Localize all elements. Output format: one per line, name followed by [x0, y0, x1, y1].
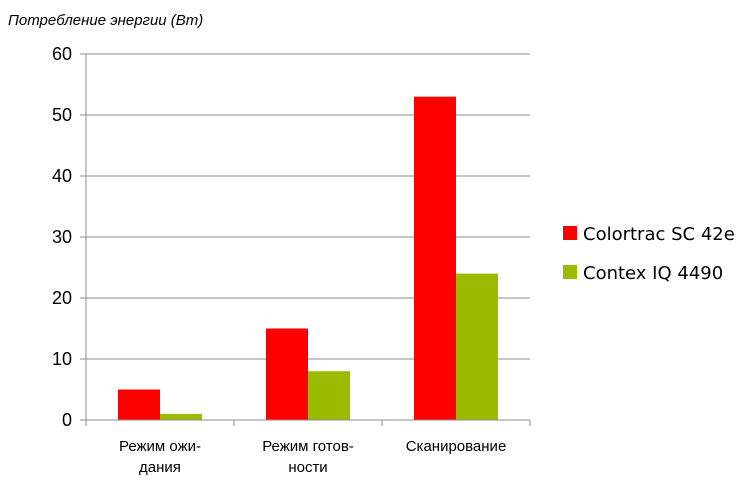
legend-label: Contex IQ 4490 [583, 263, 723, 284]
axes [85, 54, 531, 426]
y-tick-label: 40 [52, 166, 72, 186]
bar [414, 96, 456, 420]
x-category-label: дания [139, 459, 181, 476]
x-category-label: Режим ожи- [119, 438, 201, 455]
bar [160, 413, 202, 420]
bar [456, 273, 498, 420]
bars [118, 96, 498, 420]
legend-label: Colortrac SC 42e [583, 224, 735, 245]
x-category-labels: Режим ожи-дания Режим готов-ности Сканиров… [119, 438, 506, 476]
bar [118, 389, 160, 420]
y-tick-label: 20 [52, 288, 72, 308]
y-tick-label: 0 [62, 410, 72, 430]
legend-swatch [563, 226, 577, 240]
y-tick-label: 30 [52, 227, 72, 247]
y-axis-title: Потребление энергии (Вт) [8, 12, 203, 29]
y-tick-label: 60 [52, 44, 72, 64]
y-tick-label: 50 [52, 105, 72, 125]
y-tick-label: 10 [52, 349, 72, 369]
legend: Colortrac SC 42e Contex IQ 4490 [563, 224, 735, 284]
y-tick-labels: 0 10 20 30 40 50 60 [52, 44, 72, 430]
legend-swatch [563, 265, 577, 279]
bar [266, 328, 308, 420]
bar [308, 371, 350, 420]
x-category-label: ности [288, 459, 327, 476]
x-category-label: Режим готов- [262, 438, 354, 455]
x-category-label: Сканирование [406, 438, 507, 455]
